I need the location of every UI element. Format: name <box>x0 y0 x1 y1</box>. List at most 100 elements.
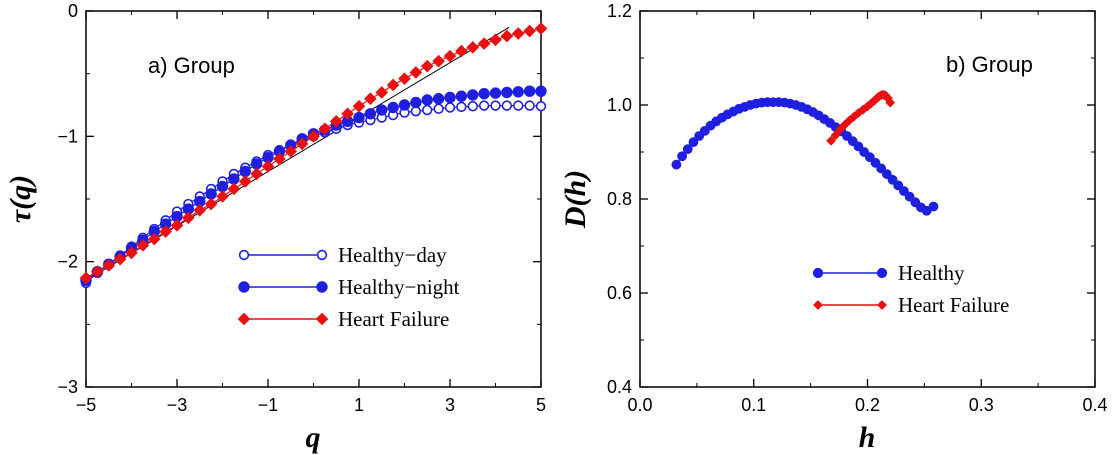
data-point <box>885 97 896 108</box>
x-tick-label: 5 <box>536 395 546 415</box>
data-point <box>682 144 693 155</box>
data-point <box>478 100 490 111</box>
data-point <box>204 197 218 211</box>
data-point <box>826 135 837 146</box>
data-point <box>216 180 229 193</box>
x-tick-label: 0.2 <box>855 395 880 415</box>
legend-marker <box>237 312 251 326</box>
data-point <box>523 24 536 38</box>
data-point <box>677 151 687 162</box>
data-point <box>353 111 365 124</box>
legend-label: Healthy <box>898 261 965 285</box>
data-point <box>205 188 217 200</box>
data-point <box>216 190 229 203</box>
panel-a-series <box>79 22 548 289</box>
series-0 <box>671 97 939 216</box>
legend-marker <box>316 281 328 293</box>
data-point <box>501 86 513 99</box>
data-point <box>238 175 252 188</box>
legend-label: Healthy−night <box>338 275 460 299</box>
data-point <box>113 252 127 266</box>
data-point <box>170 219 184 232</box>
data-point <box>432 93 445 105</box>
data-point <box>239 165 251 178</box>
data-point <box>273 152 286 166</box>
data-point <box>261 160 275 173</box>
legend-label: Heart Failure <box>898 293 1009 317</box>
y-tick-label: 0.8 <box>607 189 632 209</box>
data-point <box>501 100 513 111</box>
data-point <box>352 99 366 113</box>
data-point <box>410 96 422 109</box>
legend-label: Healthy−day <box>338 243 447 267</box>
panel-b-axes: 0.0 0.1 0.2 0.3 0.4 1.2 1.0 0.8 0.6 0.4 <box>607 1 1108 415</box>
data-point <box>928 201 939 212</box>
legend-marker <box>813 300 823 310</box>
data-point <box>467 89 479 101</box>
data-point <box>102 259 116 272</box>
series-1 <box>80 85 547 287</box>
data-point <box>364 92 377 106</box>
data-point <box>250 158 263 170</box>
x-tick-label: −5 <box>76 395 97 415</box>
data-point <box>341 107 354 121</box>
data-point <box>421 94 433 106</box>
legend-marker <box>877 300 887 310</box>
y-tick-label: −3 <box>57 377 78 397</box>
panel-b: 0.0 0.1 0.2 0.3 0.41.21.00.80.60.4 b) Group … <box>559 1 1108 454</box>
data-point <box>159 225 172 238</box>
panel-a: −5 −3 −1 1 3 50−1−2−3 a) Group q τ(q) Healthy… <box>4 1 548 454</box>
data-point <box>250 167 263 181</box>
series-1 <box>826 89 896 146</box>
series-line <box>85 90 541 281</box>
data-point <box>443 49 457 63</box>
panel-a-xlabel: q <box>306 421 321 454</box>
data-point <box>91 265 104 279</box>
y-tick-label: 0 <box>68 1 78 21</box>
panel-a-legend: Healthy−day Healthy−night Heart Failure <box>237 243 460 331</box>
y-tick-label: −1 <box>57 126 78 146</box>
panel-a-axes: −5 −3 −1 1 3 50−1−2−3 <box>57 1 546 415</box>
panel-b-ylabel: D(h) <box>559 170 592 229</box>
data-point <box>193 203 207 217</box>
data-point <box>671 159 682 170</box>
legend-marker <box>876 267 888 279</box>
legend-marker <box>238 281 250 293</box>
x-tick-label: 1 <box>354 395 364 415</box>
x-tick-label: −3 <box>167 395 188 415</box>
panel-b-xlabel: h <box>859 421 876 454</box>
data-point <box>136 239 150 252</box>
data-point <box>422 104 433 116</box>
data-point <box>467 101 478 112</box>
data-point <box>512 86 524 98</box>
x-tick-label: −1 <box>258 395 279 415</box>
data-point <box>228 173 240 185</box>
data-point <box>688 137 699 148</box>
data-point <box>477 37 491 50</box>
data-point <box>524 100 535 111</box>
panel-a-annotation: a) Group <box>148 53 235 78</box>
data-point <box>830 130 841 140</box>
y-tick-label: 0.4 <box>607 377 632 397</box>
x-tick-label: 3 <box>445 395 455 415</box>
data-point <box>523 85 536 97</box>
x-tick-label: 0.0 <box>627 395 652 415</box>
y-tick-label: 1.0 <box>607 95 632 115</box>
x-tick-label: 0.3 <box>969 395 994 415</box>
data-point <box>455 90 468 102</box>
panel-b-series <box>671 89 939 216</box>
data-point <box>375 86 389 99</box>
data-point <box>295 137 309 151</box>
data-point <box>444 91 456 104</box>
y-tick-label: 0.6 <box>607 283 632 303</box>
data-point <box>182 211 195 225</box>
data-point <box>489 87 502 99</box>
data-point <box>534 22 548 35</box>
legend-marker <box>238 249 250 261</box>
data-point <box>835 124 846 135</box>
data-point <box>125 246 138 260</box>
data-point <box>387 101 399 114</box>
data-point <box>513 100 524 111</box>
data-point <box>409 66 423 79</box>
